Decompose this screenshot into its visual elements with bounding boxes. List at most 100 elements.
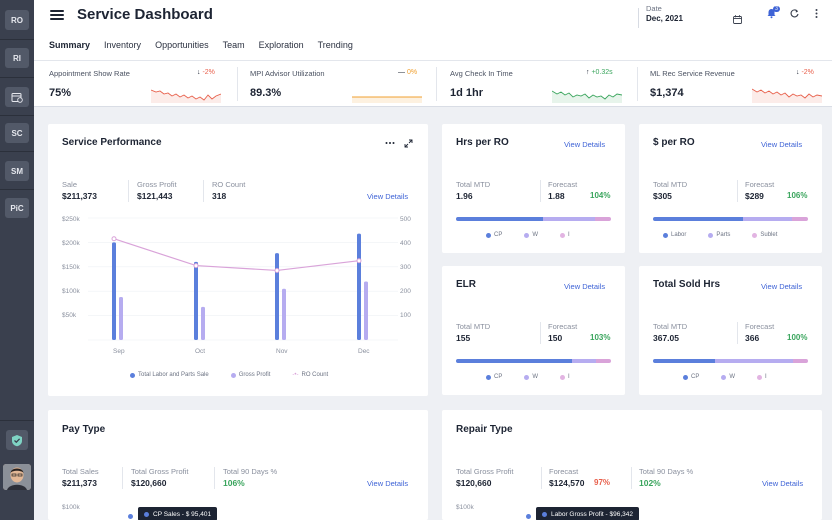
metric-divider xyxy=(540,180,541,202)
bar-total-labor-and-parts-sale-dec[interactable] xyxy=(357,233,361,340)
view-details-link[interactable]: View Details xyxy=(564,282,606,291)
bar-gross-profit-oct[interactable] xyxy=(201,306,205,340)
card-legend: CP W I xyxy=(486,232,570,238)
legend-item: CP xyxy=(486,374,502,380)
shield-check-button[interactable] xyxy=(6,430,28,450)
view-details-link[interactable]: View Details xyxy=(367,479,409,488)
date-value[interactable]: Dec, 2021 xyxy=(646,14,683,23)
refresh-icon[interactable] xyxy=(789,8,800,19)
view-details-link[interactable]: View Details xyxy=(761,140,803,149)
chart-point[interactable] xyxy=(128,514,133,519)
tab-opportunities[interactable]: Opportunities xyxy=(155,40,209,50)
legend-dot-icon xyxy=(663,232,668,238)
legend-item: W xyxy=(524,374,538,380)
bar-total-labor-and-parts-sale-nov[interactable] xyxy=(275,253,279,340)
card-legend: CP W I xyxy=(486,374,570,380)
legend-item: Sublet xyxy=(752,232,777,238)
view-details-link[interactable]: View Details xyxy=(367,192,409,201)
total-sold-hrs-card: Total Sold Hrs View Details Total MTD 36… xyxy=(639,266,822,395)
card-title: Hrs per RO xyxy=(456,137,509,148)
metric-label: Forecast xyxy=(548,180,578,189)
view-details-link[interactable]: View Details xyxy=(564,140,606,149)
tab-summary[interactable]: Summary xyxy=(49,40,91,62)
sparkline-chart xyxy=(352,96,422,103)
kpi-appointment-show-rate[interactable]: Appointment Show Rate 75% ↓ -2% xyxy=(49,61,229,108)
kpi-ml-rec-service-revenue[interactable]: ML Rec Service Revenue $1,374 ↓ -2% xyxy=(650,61,830,108)
tab-trending[interactable]: Trending xyxy=(317,40,353,50)
legend-item: I xyxy=(560,374,570,380)
metric-label: Total 90 Days % xyxy=(223,467,278,476)
metric-value: $120,660 xyxy=(456,478,492,488)
elr-card: ELR View Details Total MTD 155 Forecast … xyxy=(442,266,625,395)
metric-value: $124,570 xyxy=(549,478,585,488)
legend-item[interactable]: -•- RO Count xyxy=(292,372,328,378)
x-tick: Sep xyxy=(113,348,125,355)
legend-item: Parts xyxy=(708,232,730,238)
legend-item[interactable]: Gross Profit xyxy=(230,372,270,378)
calendar-clock-icon xyxy=(11,92,23,103)
user-avatar[interactable] xyxy=(3,464,31,490)
kpi-delta-value: +0.32s xyxy=(591,69,613,76)
bar-total-labor-and-parts-sale-sep[interactable] xyxy=(112,242,116,340)
kpi-divider xyxy=(436,67,437,101)
kpi-delta-value: -2% xyxy=(801,69,814,76)
kpi-mpi-advisor-utilization[interactable]: MPI Advisor Utilization 89.3% — 0% xyxy=(250,61,430,108)
card-title: Service Performance xyxy=(62,137,162,148)
point-ro-count-dec[interactable] xyxy=(356,258,362,264)
metric-value: $211,373 xyxy=(62,478,97,488)
metric-label: Forecast xyxy=(745,322,775,331)
point-ro-count-sep[interactable] xyxy=(111,236,117,242)
chart-point[interactable] xyxy=(526,514,531,519)
bar-gross-profit-sep[interactable] xyxy=(119,297,123,340)
menu-icon[interactable] xyxy=(50,10,64,20)
metric-percent: 100% xyxy=(787,333,808,342)
sidebar-item-ro[interactable]: RO xyxy=(5,10,29,30)
avatar-image xyxy=(3,464,31,490)
metric-divider xyxy=(122,467,123,489)
tab-team[interactable]: Team xyxy=(222,40,245,50)
kpi-avg-check-in-time[interactable]: Avg Check In Time 1d 1hr ↑ +0.32s xyxy=(450,61,630,108)
expand-icon[interactable] xyxy=(404,139,413,148)
kpi-delta-value: 0% xyxy=(406,69,418,76)
metric-value: 106% xyxy=(223,478,245,488)
point-ro-count-nov[interactable] xyxy=(274,267,280,273)
legend-label: Total Labor and Parts Sale xyxy=(138,372,209,378)
sparkline-chart xyxy=(552,90,622,103)
legend-dot-icon xyxy=(708,232,714,238)
legend-dot-icon xyxy=(486,232,491,238)
tab-inventory[interactable]: Inventory xyxy=(104,40,142,50)
x-tick: Nov xyxy=(276,348,288,355)
metric-value: 102% xyxy=(639,478,661,488)
legend-dot-icon xyxy=(486,374,491,380)
sidebar-item-ri[interactable]: RI xyxy=(5,48,29,68)
sidebar-item-sm[interactable]: SM xyxy=(5,161,29,181)
sidebar-item-pic[interactable]: PiC xyxy=(5,198,29,218)
sidebar-divider xyxy=(0,115,34,116)
legend-item[interactable]: Total Labor and Parts Sale xyxy=(130,372,209,378)
legend-item: I xyxy=(757,374,767,380)
view-details-link[interactable]: View Details xyxy=(762,479,804,488)
legend-label: RO Count xyxy=(301,372,329,378)
y-tick-left: $200k xyxy=(62,240,80,247)
tab-exploration[interactable]: Exploration xyxy=(258,40,304,50)
view-details-link[interactable]: View Details xyxy=(761,282,803,291)
sidebar-item-calendar[interactable] xyxy=(5,87,29,107)
kpi-delta: ↑ +0.32s xyxy=(586,69,613,76)
sidebar-divider xyxy=(0,420,34,421)
more-options-icon[interactable] xyxy=(811,8,822,19)
legend-item: I xyxy=(560,232,570,238)
metric-value: 318 xyxy=(212,191,227,201)
sidebar-item-sc[interactable]: SC xyxy=(5,123,29,143)
metric-divider xyxy=(737,322,738,344)
bar-gross-profit-nov[interactable] xyxy=(282,288,286,340)
bar-gross-profit-dec[interactable] xyxy=(364,281,368,340)
more-horizontal-icon[interactable] xyxy=(385,141,395,145)
metric-label: Gross Profit xyxy=(137,180,177,189)
shield-icon xyxy=(12,434,22,446)
service-performance-card: Service Performance Sale $211,373 Gross … xyxy=(48,124,428,396)
point-ro-count-oct[interactable] xyxy=(193,263,199,269)
legend-item: CP xyxy=(683,374,699,380)
kpi-label: Appointment Show Rate xyxy=(49,69,130,78)
bar-total-labor-and-parts-sale-oct[interactable] xyxy=(194,261,198,340)
calendar-icon[interactable] xyxy=(733,15,742,24)
